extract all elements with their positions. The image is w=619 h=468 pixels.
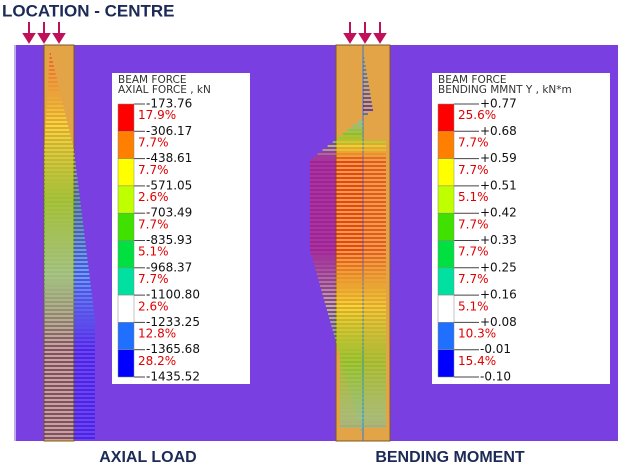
legend-percent: 7.7% <box>458 135 489 149</box>
legend-percent: 15.4% <box>458 354 496 368</box>
legend-percent: 12.8% <box>138 327 176 341</box>
legend-value: -0.10 <box>480 370 511 384</box>
legend-value: +0.77 <box>480 97 517 111</box>
legend-percent: 7.7% <box>458 163 489 177</box>
panel-caption: AXIAL LOAD <box>99 449 196 466</box>
legend-value: -1435.52 <box>146 370 200 384</box>
legend-swatch <box>117 240 135 269</box>
legend-swatch <box>437 158 455 187</box>
legend-value: -1365.68 <box>146 342 200 356</box>
legend-title: BEAM FORCE <box>118 74 186 86</box>
legend-value: -438.61 <box>146 151 192 165</box>
legend-percent: 5.1% <box>458 190 489 204</box>
legend-value: -703.49 <box>146 206 192 220</box>
legend-swatch <box>437 322 455 350</box>
legend-percent: 7.7% <box>138 163 169 177</box>
legend-percent: 2.6% <box>138 299 169 313</box>
panel-caption: BENDING MOMENT <box>375 449 525 466</box>
pile-column <box>43 44 75 442</box>
legend-value: -1233.25 <box>146 315 200 329</box>
legend-swatch <box>437 185 455 214</box>
legend-value: -835.93 <box>146 233 192 247</box>
legend-swatch <box>117 131 135 159</box>
legend-value: -173.76 <box>146 97 192 111</box>
legend-percent: 17.9% <box>138 108 176 122</box>
legend-subtitle: BENDING MMNT Y , kN*m <box>438 84 572 96</box>
legend-percent: 28.2% <box>138 354 176 368</box>
legend-swatch <box>437 103 455 132</box>
moment-diagram <box>310 53 386 435</box>
legend-swatch <box>117 212 135 241</box>
legend-percent: 7.7% <box>138 272 169 286</box>
legend-value: -968.37 <box>146 260 192 274</box>
legend-swatch <box>117 185 135 214</box>
legend-percent: 5.1% <box>138 245 169 259</box>
legend-box <box>112 73 250 384</box>
legend-value: +0.68 <box>480 124 517 138</box>
legend-swatch <box>117 349 135 378</box>
legend-percent: 7.7% <box>138 217 169 231</box>
legend-swatch <box>437 240 455 269</box>
legend-value: -1100.80 <box>146 288 200 302</box>
legend-swatch <box>437 349 455 378</box>
legend-value: +0.16 <box>480 288 517 302</box>
legend-swatch <box>117 103 135 132</box>
legend-value: +0.33 <box>480 233 517 247</box>
legend-swatch <box>437 294 455 323</box>
legend-percent: 7.7% <box>458 217 489 231</box>
legend-percent: 7.7% <box>138 135 169 149</box>
legend-value: -306.17 <box>146 124 192 138</box>
legend-swatch <box>117 294 135 323</box>
legend-value: +0.25 <box>480 260 517 274</box>
legend-value: -0.01 <box>480 342 511 356</box>
page-title: LOCATION - CENTRE <box>2 1 175 20</box>
legend-percent: 5.1% <box>458 299 489 313</box>
legend-subtitle: AXIAL FORCE , kN <box>118 84 211 96</box>
legend-swatch <box>437 212 455 241</box>
legend-percent: 2.6% <box>138 190 169 204</box>
legend-swatch <box>117 158 135 187</box>
legend-percent: 10.3% <box>458 327 496 341</box>
legend-swatch <box>117 322 135 350</box>
legend-swatch <box>437 131 455 159</box>
legend-swatch <box>117 267 135 296</box>
legend-value: -571.05 <box>146 178 192 192</box>
legend-swatch <box>437 267 455 296</box>
legend-value: +0.42 <box>480 206 517 220</box>
legend-percent: 7.7% <box>458 245 489 259</box>
axial-diagram <box>44 53 95 439</box>
legend-title: BEAM FORCE <box>438 74 506 86</box>
legend-percent: 7.7% <box>458 272 489 286</box>
legend-value: +0.59 <box>480 151 517 165</box>
legend-percent: 25.6% <box>458 108 496 122</box>
load-arrows <box>22 22 387 44</box>
legend-value: +0.51 <box>480 178 517 192</box>
legend-value: +0.08 <box>480 315 517 329</box>
legend-box <box>432 73 610 384</box>
